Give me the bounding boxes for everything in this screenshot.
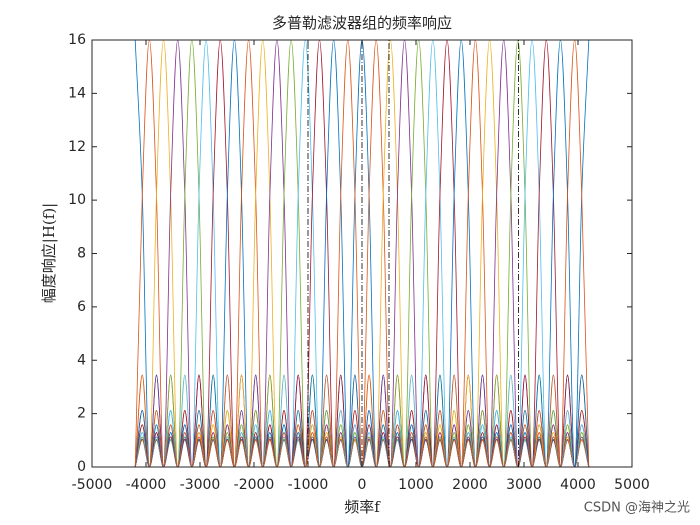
y-tick-label: 14	[68, 85, 86, 101]
x-tick-label: 5000	[614, 477, 650, 493]
x-tick-label: -3000	[180, 477, 221, 493]
y-tick-label: 0	[77, 459, 86, 475]
y-tick-label: 6	[77, 299, 86, 315]
chart-title: 多普勒滤波器组的频率响应	[272, 14, 452, 32]
x-tick-label: 3000	[506, 477, 542, 493]
x-tick-label: 0	[358, 477, 367, 493]
x-tick-label: 2000	[452, 477, 488, 493]
x-tick-label: 4000	[560, 477, 596, 493]
filter-response-line	[134, 40, 590, 467]
x-tick-label: -2000	[234, 477, 275, 493]
x-axis-label: 频率f	[344, 498, 381, 516]
y-tick-label: 4	[77, 352, 86, 368]
x-tick-label: -4000	[126, 477, 167, 493]
watermark: CSDN @海神之光	[584, 501, 690, 516]
x-tick-label: -1000	[288, 477, 329, 493]
y-tick-label: 2	[77, 406, 86, 422]
y-tick-label: 8	[77, 246, 86, 262]
y-axis-label: 幅度响应|H(f)|	[40, 203, 58, 303]
x-tick-label: 1000	[398, 477, 434, 493]
y-tick-label: 10	[68, 192, 86, 208]
y-tick-label: 16	[68, 32, 86, 48]
x-tick-label: -5000	[72, 477, 113, 493]
y-tick-label: 12	[68, 139, 86, 155]
